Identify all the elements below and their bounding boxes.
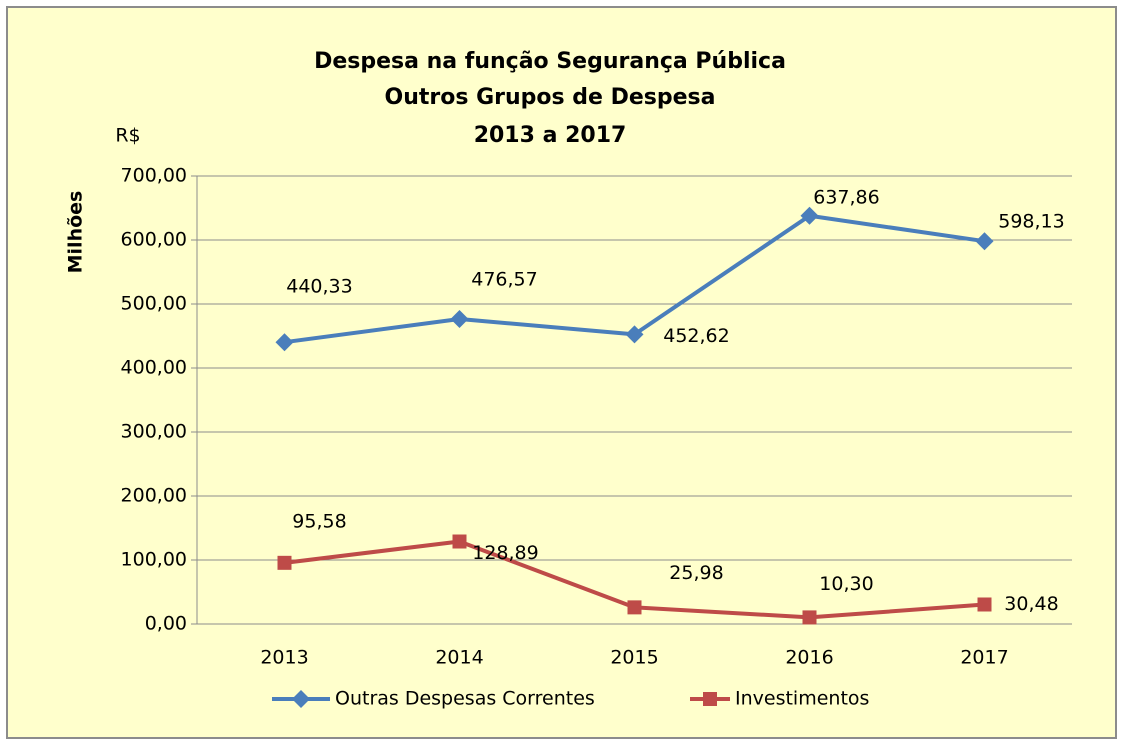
chart-title: Despesa na função Segurança Pública bbox=[314, 49, 786, 74]
y-tick-label: 200,00 bbox=[121, 485, 187, 507]
legend-label: Investimentos bbox=[735, 688, 869, 710]
data-point bbox=[625, 325, 644, 344]
y-tick-label: 500,00 bbox=[121, 293, 187, 315]
data-label: 25,98 bbox=[669, 562, 723, 584]
data-label: 30,48 bbox=[1004, 593, 1058, 615]
data-label: 476,57 bbox=[471, 268, 537, 290]
legend-marker bbox=[703, 692, 717, 706]
data-label: 637,86 bbox=[813, 186, 879, 208]
data-point bbox=[277, 555, 292, 570]
chart-title: Outros Grupos de Despesa bbox=[385, 85, 716, 110]
data-point bbox=[627, 600, 642, 615]
data-label: 598,13 bbox=[998, 211, 1064, 233]
y-tick-label: 0,00 bbox=[145, 613, 187, 635]
y-tick-label: 100,00 bbox=[121, 549, 187, 571]
plot-area bbox=[197, 176, 1072, 624]
y-tick-label: 700,00 bbox=[121, 165, 187, 187]
data-point bbox=[977, 597, 992, 612]
data-label: 95,58 bbox=[292, 510, 346, 532]
data-point bbox=[802, 610, 817, 625]
y-tick-label: 300,00 bbox=[121, 421, 187, 443]
y-tick-label: 600,00 bbox=[121, 229, 187, 251]
x-tick-label: 2013 bbox=[260, 647, 308, 669]
x-tick-label: 2014 bbox=[435, 647, 483, 669]
data-point bbox=[452, 534, 467, 549]
unit-label: R$ bbox=[115, 125, 140, 147]
data-label: 452,62 bbox=[663, 325, 729, 347]
y-tick-label: 400,00 bbox=[121, 357, 187, 379]
data-label: 10,30 bbox=[819, 573, 873, 595]
data-point bbox=[450, 309, 469, 328]
x-tick-label: 2017 bbox=[960, 647, 1008, 669]
legend-marker bbox=[292, 690, 310, 708]
legend-label: Outras Despesas Correntes bbox=[335, 688, 595, 710]
x-tick-label: 2016 bbox=[785, 647, 833, 669]
data-point bbox=[975, 232, 994, 251]
y-axis-label: Milhões bbox=[65, 191, 87, 274]
data-point bbox=[275, 333, 294, 352]
data-label: 440,33 bbox=[286, 276, 352, 298]
data-point bbox=[800, 206, 819, 225]
x-tick-label: 2015 bbox=[610, 647, 658, 669]
chart-title: 2013 a 2017 bbox=[474, 123, 627, 148]
data-label: 128,89 bbox=[472, 542, 538, 564]
